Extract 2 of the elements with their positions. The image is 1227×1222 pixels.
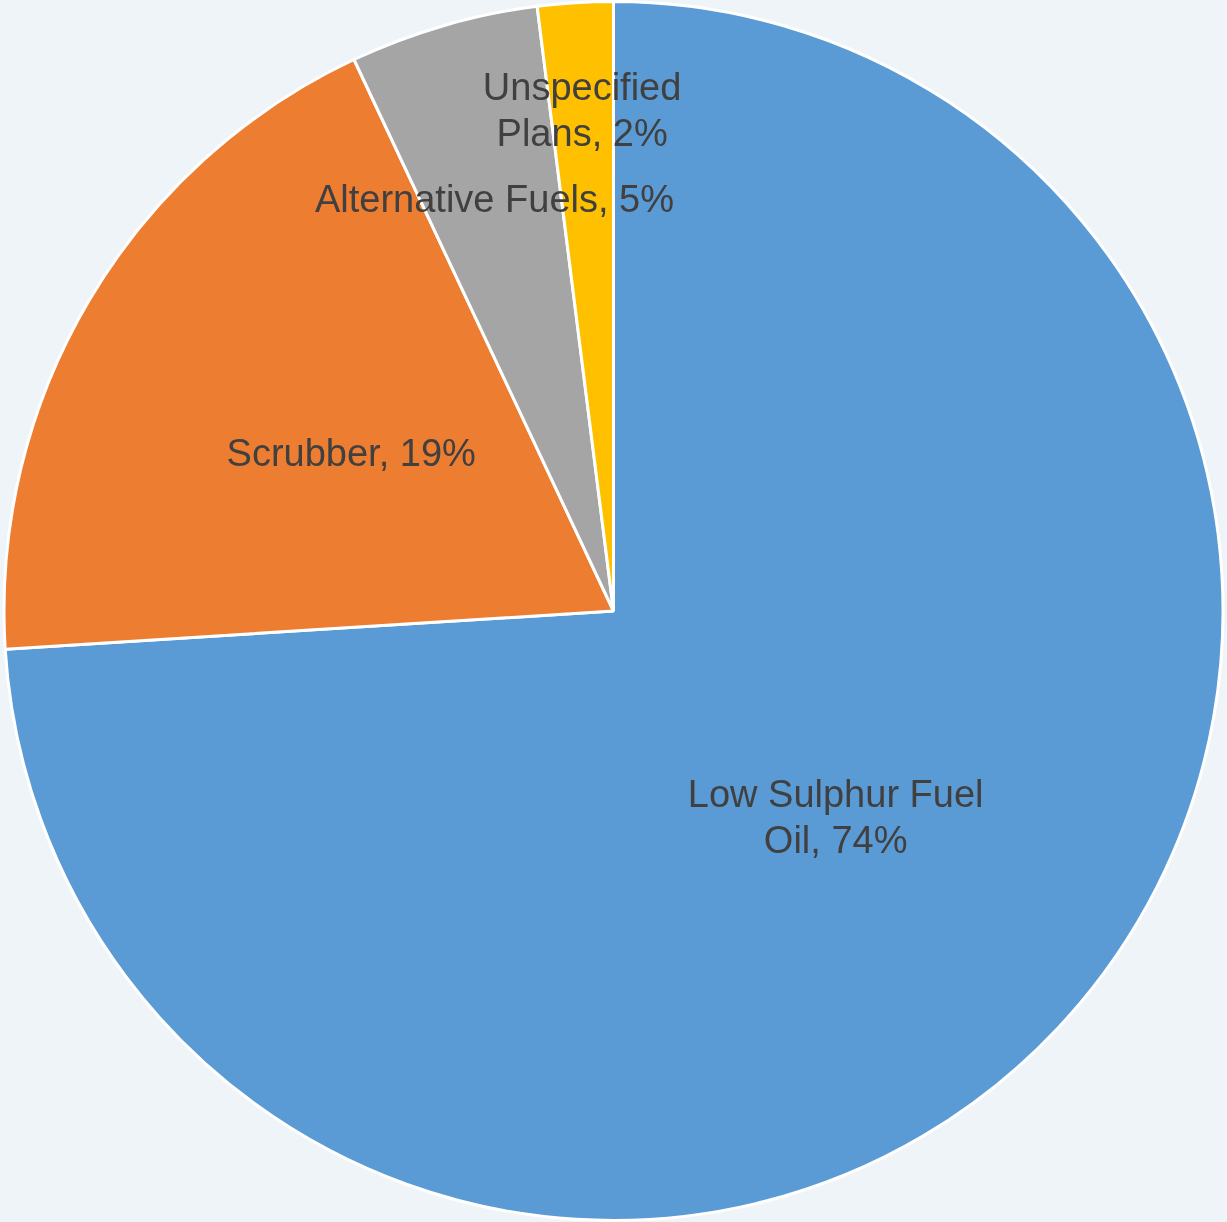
slice-label: Scrubber, 19% [226,432,476,475]
slice-label: Low Sulphur Fuel Oil, 74% [687,773,984,862]
